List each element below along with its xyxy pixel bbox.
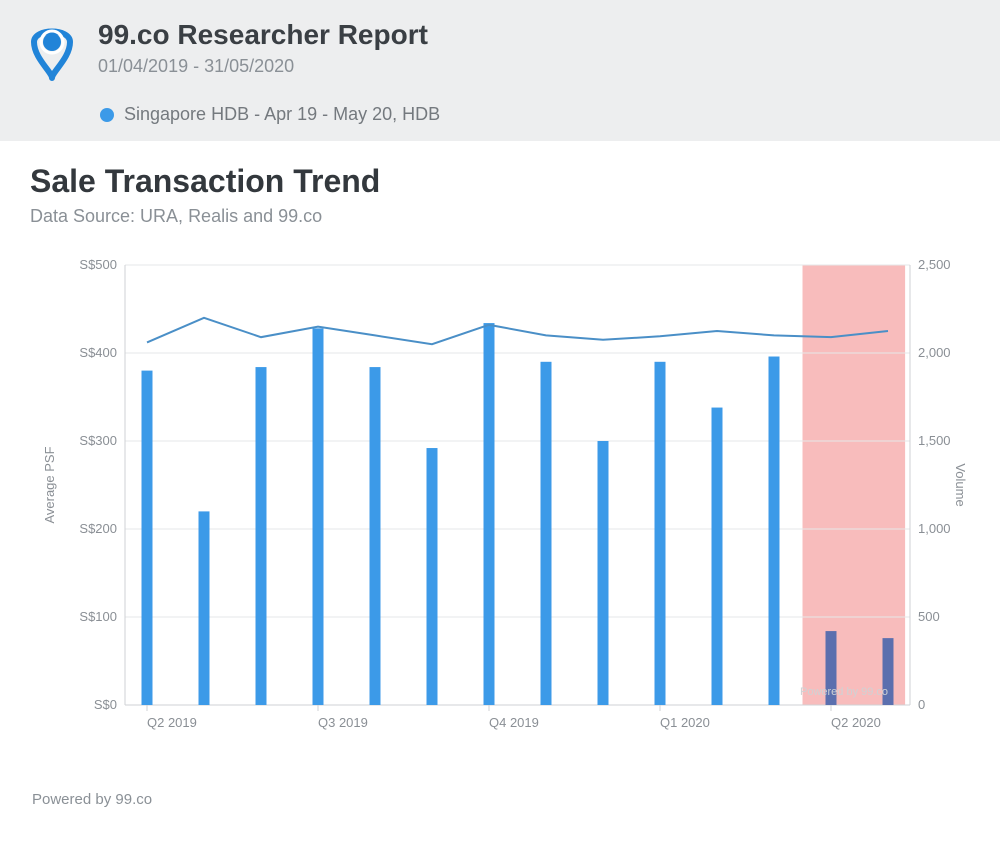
header-text: 99.co Researcher Report 01/04/2019 - 31/… xyxy=(98,18,428,77)
x-tick-label: Q2 2020 xyxy=(831,715,881,730)
chart-svg: S$0 S$100 S$200 S$300 S$400 S$500 0 500 1,000 1,5… xyxy=(30,245,970,765)
y-left-tick: S$100 xyxy=(79,609,117,624)
y-left-tick: S$500 xyxy=(79,257,117,272)
y-right-tick: 2,500 xyxy=(918,257,951,272)
legend-dot-icon xyxy=(100,108,114,122)
series-legend: Singapore HDB - Apr 19 - May 20, HDB xyxy=(100,104,976,125)
volume-bar xyxy=(598,441,609,705)
report-header: 99.co Researcher Report 01/04/2019 - 31/… xyxy=(0,0,1000,141)
brand-logo-icon xyxy=(24,18,80,82)
volume-bar xyxy=(199,511,210,705)
volume-bar xyxy=(142,371,153,705)
header-top: 99.co Researcher Report 01/04/2019 - 31/… xyxy=(24,18,976,82)
chart-subtitle: Data Source: URA, Realis and 99.co xyxy=(30,206,970,227)
x-tick-label: Q2 2019 xyxy=(147,715,197,730)
chart-watermark: Powered by 99.co xyxy=(800,686,888,698)
y-right-axis-title: Volume xyxy=(953,463,968,506)
volume-bar xyxy=(427,448,438,705)
y-left-tick: S$0 xyxy=(94,697,117,712)
y-right-tick: 2,000 xyxy=(918,345,951,360)
y-right-tick: 1,000 xyxy=(918,521,951,536)
volume-bar xyxy=(256,367,267,705)
x-tick-label: Q1 2020 xyxy=(660,715,710,730)
report-date-range: 01/04/2019 - 31/05/2020 xyxy=(98,56,428,77)
legend-label: Singapore HDB - Apr 19 - May 20, HDB xyxy=(124,104,440,125)
y-right-tick: 0 xyxy=(918,697,925,712)
volume-bar xyxy=(712,408,723,705)
y-right-tick: 500 xyxy=(918,609,940,624)
volume-bar xyxy=(370,367,381,705)
report-title: 99.co Researcher Report xyxy=(98,18,428,52)
psf-line xyxy=(147,318,888,344)
volume-bar xyxy=(313,328,324,705)
volume-bar xyxy=(541,362,552,705)
chart-section: Sale Transaction Trend Data Source: URA,… xyxy=(0,141,1000,818)
y-left-tick: S$200 xyxy=(79,521,117,536)
y-left-tick: S$300 xyxy=(79,433,117,448)
x-tick-label: Q3 2019 xyxy=(318,715,368,730)
volume-bar xyxy=(655,362,666,705)
x-tick-label: Q4 2019 xyxy=(489,715,539,730)
y-right-tick: 1,500 xyxy=(918,433,951,448)
volume-bar xyxy=(769,357,780,705)
chart-title: Sale Transaction Trend xyxy=(30,163,970,200)
y-left-axis-title: Average PSF xyxy=(42,446,57,523)
footer-attribution: Powered by 99.co xyxy=(32,791,970,808)
y-left-tick: S$400 xyxy=(79,345,117,360)
volume-bar xyxy=(484,323,495,705)
chart-canvas: S$0 S$100 S$200 S$300 S$400 S$500 0 500 1,000 1,5… xyxy=(30,245,970,785)
